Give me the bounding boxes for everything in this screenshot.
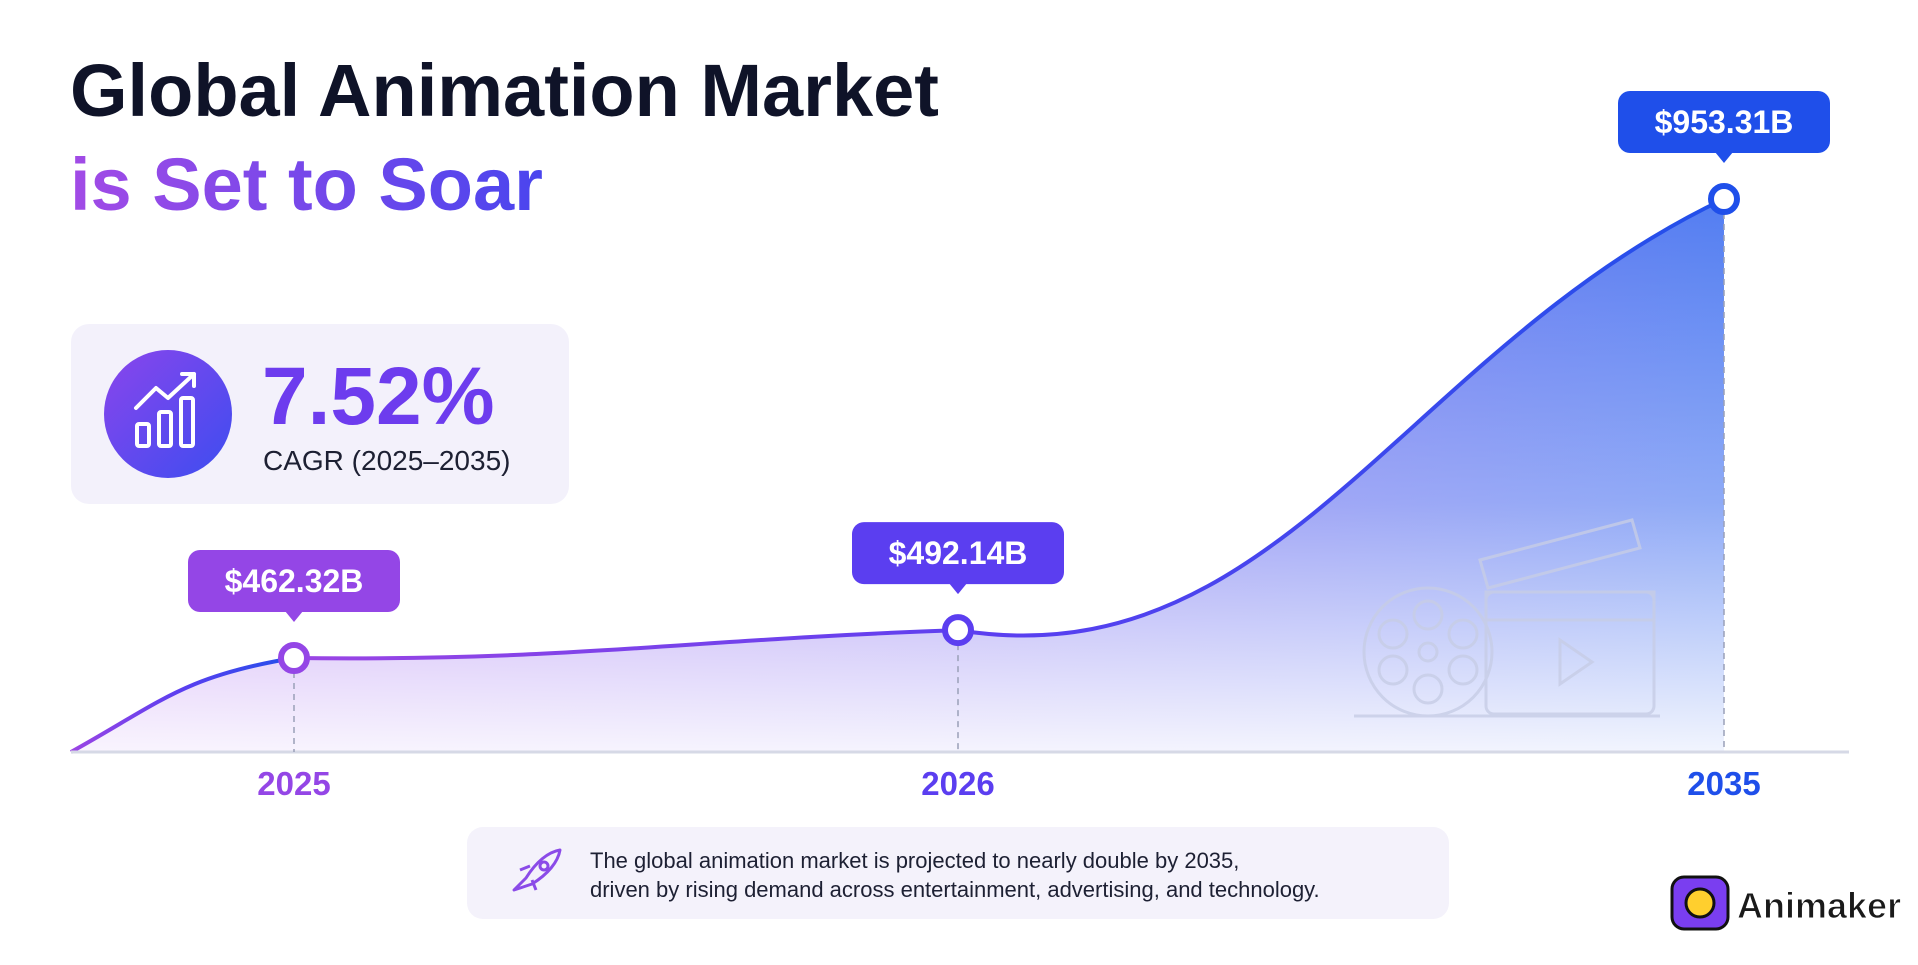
note-line: The global animation market is projected… bbox=[590, 848, 1239, 873]
note-card bbox=[467, 827, 1449, 919]
x-tick-label: 2035 bbox=[1687, 765, 1760, 802]
line bbox=[293, 197, 1725, 661]
stat-value: 7.52% bbox=[262, 351, 495, 442]
point bbox=[1708, 183, 1740, 215]
value-bubble bbox=[188, 550, 400, 612]
area-fade bbox=[71, 199, 1724, 752]
bubble-pointer bbox=[285, 611, 303, 622]
x-tick-label: 2025 bbox=[257, 765, 330, 802]
value-label: $492.14B bbox=[889, 535, 1028, 571]
value-bubble bbox=[1618, 91, 1830, 153]
stat-caption: CAGR (2025–2035) bbox=[263, 445, 510, 476]
brand-name: Animaker bbox=[1737, 885, 1901, 926]
chart-subtitle: is Set to Soar bbox=[70, 143, 543, 226]
point bbox=[278, 642, 310, 674]
curve-lead bbox=[70, 656, 295, 754]
value-label: $462.32B bbox=[225, 563, 364, 599]
x-tick-label: 2026 bbox=[921, 765, 994, 802]
brand-logo-eye bbox=[1684, 887, 1716, 919]
bubble-pointer bbox=[949, 583, 967, 595]
value-label: $953.31B bbox=[1655, 104, 1794, 140]
value-bubble bbox=[852, 522, 1064, 585]
bubble-pointer bbox=[1715, 152, 1733, 163]
film-decoration bbox=[1354, 518, 1660, 718]
stat-icon-glyph bbox=[134, 372, 196, 448]
chart-title: Global Animation Market bbox=[70, 49, 939, 132]
rocket-icon bbox=[512, 848, 562, 892]
point bbox=[942, 614, 974, 647]
plot: $462.32B 2025 $492.14B 2026 $953.31B 2035 bbox=[70, 91, 1849, 802]
note-line: driven by rising demand across entertain… bbox=[590, 877, 1320, 902]
